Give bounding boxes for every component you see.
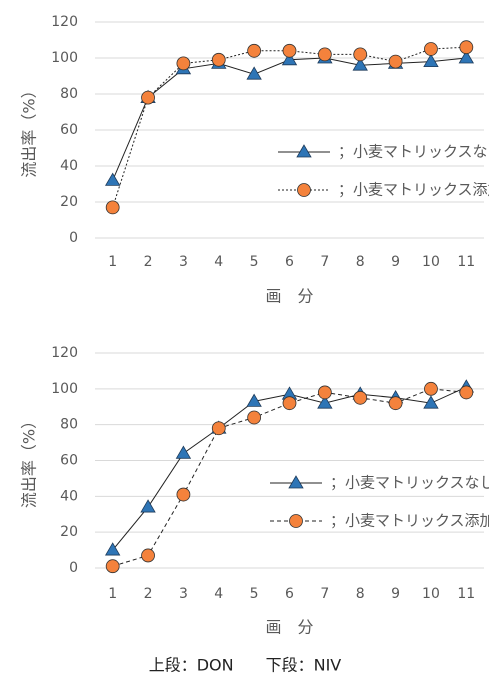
x-tick-label: 5	[250, 254, 259, 270]
marker	[246, 393, 262, 407]
marker	[282, 43, 297, 58]
x-tick-label: 2	[144, 254, 153, 270]
marker	[247, 43, 262, 58]
y-tick-label: 20	[60, 194, 78, 210]
x-tick-label: 8	[356, 254, 365, 270]
x-tick-label: 1	[108, 254, 117, 270]
x-tick-label: 11	[457, 586, 475, 602]
marker	[141, 90, 155, 105]
marker	[105, 559, 120, 574]
legend-marker	[296, 144, 312, 158]
marker	[459, 385, 474, 400]
y-tick-label: 40	[60, 158, 78, 174]
x-tick-label: 4	[214, 586, 223, 602]
x-axis-label: 画 分	[265, 618, 313, 637]
y-tick-label: 120	[51, 14, 78, 30]
y-tick-label: 0	[69, 230, 78, 246]
marker	[105, 200, 120, 215]
y-tick-label: 80	[60, 86, 78, 102]
marker	[424, 42, 438, 56]
marker	[246, 66, 262, 80]
x-axis-label: 画 分	[265, 287, 313, 306]
marker	[317, 385, 332, 400]
y-tick-label: 20	[60, 524, 78, 540]
marker	[458, 50, 475, 64]
marker	[176, 487, 191, 502]
y-tick-label: 120	[51, 345, 78, 361]
x-tick-label: 7	[320, 586, 329, 602]
y-tick-label: 100	[51, 381, 78, 397]
x-tick-label: 11	[457, 254, 475, 270]
x-tick-label: 10	[422, 586, 440, 602]
y-tick-label: 60	[60, 453, 78, 469]
marker	[104, 542, 121, 556]
legend-marker	[297, 183, 311, 197]
marker	[388, 396, 403, 411]
marker	[247, 410, 262, 425]
marker	[459, 40, 474, 55]
legend-label: ；小麦マトリックスなし	[338, 143, 489, 161]
marker	[104, 172, 121, 186]
x-tick-label: 8	[356, 586, 365, 602]
marker	[352, 57, 368, 71]
x-tick-label: 5	[250, 586, 259, 602]
marker	[176, 56, 191, 71]
marker	[423, 53, 439, 67]
marker	[388, 54, 403, 69]
legend-label: ；小麦マトリックス添加	[330, 512, 489, 530]
marker	[282, 396, 297, 411]
x-tick-label: 3	[179, 586, 188, 602]
legend-label: ；小麦マトリックスなし	[330, 474, 489, 492]
x-tick-label: 3	[179, 254, 188, 270]
y-tick-label: 0	[69, 560, 78, 576]
y-tick-label: 100	[51, 50, 78, 66]
caption: 上段：DON 下段：NIV	[149, 656, 342, 675]
marker	[423, 395, 439, 409]
marker	[140, 499, 156, 513]
x-tick-label: 7	[320, 254, 329, 270]
marker	[353, 47, 368, 62]
y-axis-label: 流出率（%）	[20, 413, 39, 508]
marker	[317, 47, 332, 62]
x-tick-label: 9	[391, 254, 400, 270]
marker	[141, 548, 155, 563]
marker	[175, 445, 192, 459]
y-tick-label: 60	[60, 122, 78, 138]
marker	[211, 52, 226, 67]
y-tick-label: 80	[60, 417, 78, 433]
marker	[353, 390, 368, 405]
series-line	[112, 57, 467, 181]
y-axis-label: 流出率（%）	[20, 82, 39, 177]
y-tick-label: 40	[60, 488, 78, 504]
marker	[424, 381, 438, 396]
x-tick-label: 2	[144, 586, 153, 602]
marker	[211, 421, 226, 436]
x-tick-label: 9	[391, 586, 400, 602]
marker	[281, 52, 298, 66]
marker	[317, 395, 333, 409]
legend-marker	[288, 475, 304, 489]
series-line	[112, 388, 467, 567]
legend-label: ；小麦マトリックス添加	[338, 181, 489, 199]
x-tick-label: 1	[108, 586, 117, 602]
series-line	[112, 46, 467, 208]
x-tick-label: 6	[285, 586, 294, 602]
legend-marker	[289, 514, 303, 528]
x-tick-label: 10	[422, 254, 440, 270]
x-tick-label: 6	[285, 254, 294, 270]
x-tick-label: 4	[214, 254, 223, 270]
